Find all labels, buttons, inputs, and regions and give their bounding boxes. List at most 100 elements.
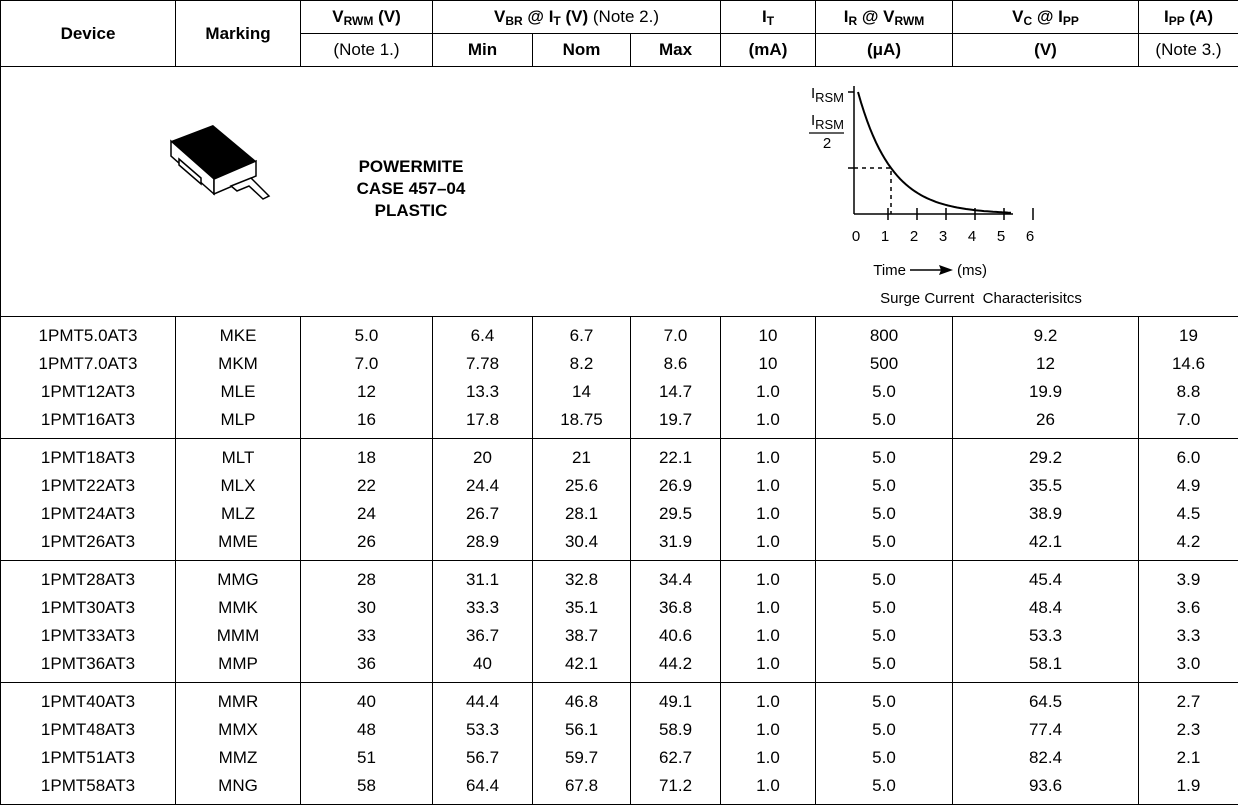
- data-cell: 5.0: [301, 322, 432, 350]
- data-cell: 2.1: [1139, 744, 1238, 772]
- header-text: Device: [61, 24, 116, 43]
- data-cell: 5.0: [816, 406, 952, 434]
- header-text: (V): [1034, 40, 1057, 59]
- data-cell: 800: [816, 322, 952, 350]
- header-text: (Note 1.): [333, 40, 399, 59]
- data-cell: 53.3: [953, 622, 1138, 650]
- data-column: 22.126.929.531.9: [631, 439, 721, 561]
- subscript: T: [553, 14, 560, 28]
- data-cell: MMK: [176, 594, 300, 622]
- header-text: Min: [468, 40, 497, 59]
- data-column: 29.235.538.942.1: [953, 439, 1139, 561]
- data-cell: 4.5: [1139, 500, 1238, 528]
- data-cell: 10: [721, 322, 815, 350]
- data-column: 9.21219.926: [953, 317, 1139, 439]
- subscript: RWM: [344, 14, 374, 28]
- data-cell: 42.1: [953, 528, 1138, 556]
- header-cell: (mA): [721, 34, 816, 67]
- data-cell: 93.6: [953, 772, 1138, 800]
- data-cell: 26.9: [631, 472, 720, 500]
- data-cell: 1.0: [721, 594, 815, 622]
- data-cell: 1PMT40AT3: [1, 688, 175, 716]
- y-max-label: IRSM: [811, 85, 844, 105]
- data-cell: MMR: [176, 688, 300, 716]
- data-column: 49.158.962.771.2: [631, 683, 721, 805]
- data-cell: 1PMT26AT3: [1, 528, 175, 556]
- x-tick-label: 5: [997, 228, 1005, 245]
- data-cell: 42.1: [533, 650, 630, 678]
- data-cell: 58.9: [631, 716, 720, 744]
- data-cell: 12: [953, 350, 1138, 378]
- data-cell: 1.0: [721, 622, 815, 650]
- data-cell: MMZ: [176, 744, 300, 772]
- data-cell: 6.4: [433, 322, 532, 350]
- header-text: (V): [373, 7, 400, 26]
- header-cell: IPP (A): [1139, 1, 1238, 34]
- data-cell: 7.0: [631, 322, 720, 350]
- subscript: T: [767, 14, 774, 28]
- data-cell: 44.2: [631, 650, 720, 678]
- data-cell: 29.5: [631, 500, 720, 528]
- data-cell: 30.4: [533, 528, 630, 556]
- row-group: 1PMT28AT31PMT30AT31PMT33AT31PMT36AT3MMGM…: [1, 561, 1238, 683]
- data-cell: 48: [301, 716, 432, 744]
- data-cell: 5.0: [816, 650, 952, 678]
- data-cell: 28.9: [433, 528, 532, 556]
- data-cell: 35.5: [953, 472, 1138, 500]
- data-cell: 13.3: [433, 378, 532, 406]
- data-cell: 1PMT22AT3: [1, 472, 175, 500]
- data-cell: 5.0: [816, 500, 952, 528]
- data-cell: 58: [301, 772, 432, 800]
- data-cell: 25.6: [533, 472, 630, 500]
- data-cell: 29.2: [953, 444, 1138, 472]
- data-column: 6.47.7813.317.8: [433, 317, 533, 439]
- data-cell: 1PMT5.0AT3: [1, 322, 175, 350]
- header-cell: Device: [1, 1, 176, 67]
- data-cell: 32.8: [533, 566, 630, 594]
- data-cell: 1.0: [721, 744, 815, 772]
- image-cell: POWERMITECASE 457–04PLASTICIRSMIRSM20123…: [1, 67, 1238, 317]
- data-cell: 26.7: [433, 500, 532, 528]
- header-text: Max: [659, 40, 692, 59]
- arrow-head: [939, 265, 953, 275]
- data-cell: 22.1: [631, 444, 720, 472]
- data-cell: 24.4: [433, 472, 532, 500]
- data-column: 28303336: [301, 561, 433, 683]
- data-cell: 5.0: [816, 744, 952, 772]
- header-cell: VBR @ IT (V) (Note 2.): [433, 1, 721, 34]
- header-text: @ V: [857, 7, 894, 26]
- header-cell: (Note 1.): [301, 34, 433, 67]
- header-cell: Max: [631, 34, 721, 67]
- data-cell: 24: [301, 500, 432, 528]
- data-column: 1PMT40AT31PMT48AT31PMT51AT31PMT58AT3: [1, 683, 176, 805]
- data-cell: 82.4: [953, 744, 1138, 772]
- data-cell: 26: [301, 528, 432, 556]
- data-cell: 31.9: [631, 528, 720, 556]
- data-cell: 5.0: [816, 378, 952, 406]
- data-cell: 21: [533, 444, 630, 472]
- data-column: 7.08.614.719.7: [631, 317, 721, 439]
- spec-table: DeviceMarkingVRWM (V)VBR @ IT (V) (Note …: [0, 0, 1238, 805]
- data-cell: 1.0: [721, 406, 815, 434]
- data-cell: 67.8: [533, 772, 630, 800]
- x-tick-label: 6: [1026, 228, 1034, 245]
- data-column: 1.01.01.01.0: [721, 683, 816, 805]
- y-half-denominator: 2: [823, 135, 831, 152]
- data-column: 32.835.138.742.1: [533, 561, 631, 683]
- data-cell: 62.7: [631, 744, 720, 772]
- data-cell: MLZ: [176, 500, 300, 528]
- data-column: 1PMT5.0AT31PMT7.0AT31PMT12AT31PMT16AT3: [1, 317, 176, 439]
- header-text: V: [494, 7, 505, 26]
- data-cell: 14.6: [1139, 350, 1238, 378]
- x-tick-label: 1: [881, 228, 889, 245]
- subscript: PP: [1169, 14, 1185, 28]
- data-cell: 36.8: [631, 594, 720, 622]
